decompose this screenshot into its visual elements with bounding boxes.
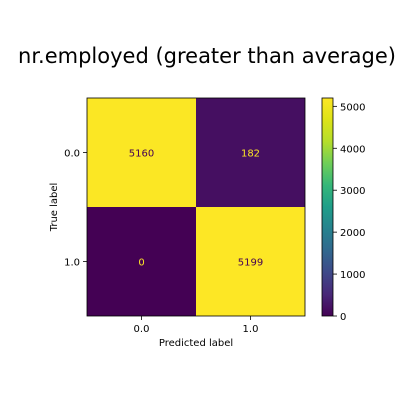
colorbar-tick-label: 2000: [340, 228, 365, 239]
colorbar-tick-label: 1000: [340, 270, 365, 281]
heatmap-cell: [196, 98, 305, 207]
colorbar: [321, 97, 334, 317]
x-axis-label: Predicted label: [159, 338, 233, 349]
colorbar-tick-label: 5000: [340, 102, 365, 113]
colorbar-tick-label: 4000: [340, 144, 365, 155]
heatmap-cell: [196, 207, 305, 316]
chart-title: nr.employed (greater than average): [18, 44, 396, 68]
heatmap-cell: [87, 98, 196, 207]
heatmap-cells: 5160 182 0 5199: [87, 98, 305, 316]
cell-value-label: 0: [138, 258, 144, 269]
colorbar-tick-label: 3000: [340, 186, 365, 197]
x-tick-label: 1.0: [243, 324, 259, 335]
y-axis-label: True label: [49, 183, 60, 233]
colorbar-tick-label: 0: [340, 312, 346, 323]
y-tick-label: 1.0: [64, 258, 80, 269]
y-tick-label: 0.0: [64, 149, 80, 160]
cell-value-label: 5160: [129, 149, 154, 160]
cell-value-label: 5199: [238, 258, 263, 269]
x-axis-ticks: 0.0 1.0: [134, 316, 259, 335]
colorbar-ticks: 0 1000 2000 3000 4000 5000: [333, 102, 365, 323]
cell-value-label: 182: [241, 149, 260, 160]
plot-frame: [86, 97, 306, 317]
heatmap-cell: [87, 207, 196, 316]
y-axis-ticks: 0.0 1.0: [64, 149, 87, 269]
x-tick-label: 0.0: [134, 324, 150, 335]
